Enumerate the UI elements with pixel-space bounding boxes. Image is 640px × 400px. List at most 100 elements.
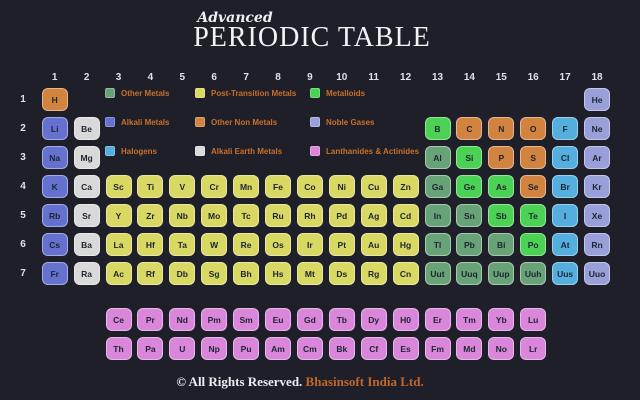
element-tile-No[interactable]: No [488, 337, 515, 360]
element-tile-Rg[interactable]: Rg [360, 262, 387, 285]
element-tile-Mn[interactable]: Mn [233, 175, 260, 198]
element-tile-He[interactable]: He [584, 88, 610, 111]
element-tile-O[interactable]: O [520, 117, 547, 140]
element-tile-Tb[interactable]: Tb [328, 308, 355, 331]
element-tile-Nb[interactable]: Nb [169, 204, 196, 227]
element-tile-Mo[interactable]: Mo [201, 204, 228, 227]
element-tile-Ag[interactable]: Ag [360, 204, 387, 227]
element-tile-Ba[interactable]: Ba [73, 233, 100, 256]
element-tile-Np[interactable]: Np [201, 337, 228, 360]
element-tile-Th[interactable]: Th [105, 337, 132, 360]
element-tile-Bk[interactable]: Bk [328, 337, 355, 360]
element-tile-Rn[interactable]: Rn [584, 233, 610, 256]
element-tile-Ac[interactable]: Ac [105, 262, 132, 285]
element-tile-Sn[interactable]: Sn [456, 204, 483, 227]
element-tile-Es[interactable]: Es [392, 337, 419, 360]
element-tile-Cl[interactable]: Cl [552, 146, 579, 169]
element-tile-Ta[interactable]: Ta [169, 233, 196, 256]
element-tile-H[interactable]: H [41, 88, 68, 111]
element-tile-Co[interactable]: Co [296, 175, 323, 198]
element-tile-Pt[interactable]: Pt [328, 233, 355, 256]
element-tile-Fe[interactable]: Fe [265, 175, 291, 198]
element-tile-Pu[interactable]: Pu [233, 337, 260, 360]
element-tile-Ce[interactable]: Ce [105, 308, 132, 331]
element-tile-Uup[interactable]: Uup [488, 262, 515, 285]
element-tile-Cn[interactable]: Cn [392, 262, 419, 285]
element-tile-K[interactable]: K [41, 175, 68, 198]
element-tile-B[interactable]: B [424, 117, 451, 140]
element-tile-Am[interactable]: Am [265, 337, 291, 360]
element-tile-Tl[interactable]: Tl [424, 233, 451, 256]
element-tile-Fm[interactable]: Fm [424, 337, 451, 360]
element-tile-Bi[interactable]: Bi [488, 233, 515, 256]
element-tile-Dy[interactable]: Dy [360, 308, 387, 331]
element-tile-Y[interactable]: Y [105, 204, 132, 227]
element-tile-Uus[interactable]: Uus [552, 262, 579, 285]
element-tile-Uuq[interactable]: Uuq [456, 262, 483, 285]
element-tile-Sc[interactable]: Sc [105, 175, 132, 198]
element-tile-Ds[interactable]: Ds [328, 262, 355, 285]
element-tile-Cm[interactable]: Cm [296, 337, 323, 360]
element-tile-Al[interactable]: Al [424, 146, 451, 169]
element-tile-Zr[interactable]: Zr [137, 204, 164, 227]
element-tile-Lu[interactable]: Lu [520, 308, 547, 331]
element-tile-Ir[interactable]: Ir [296, 233, 323, 256]
element-tile-Zn[interactable]: Zn [392, 175, 419, 198]
element-tile-Li[interactable]: Li [41, 117, 68, 140]
element-tile-Eu[interactable]: Eu [265, 308, 291, 331]
element-tile-Lr[interactable]: Lr [520, 337, 547, 360]
element-tile-N[interactable]: N [488, 117, 515, 140]
element-tile-V[interactable]: V [169, 175, 196, 198]
element-tile-Cr[interactable]: Cr [201, 175, 228, 198]
element-tile-Tc[interactable]: Tc [233, 204, 260, 227]
element-tile-Cf[interactable]: Cf [360, 337, 387, 360]
element-tile-Bh[interactable]: Bh [233, 262, 260, 285]
element-tile-P[interactable]: P [488, 146, 515, 169]
element-tile-Ga[interactable]: Ga [424, 175, 451, 198]
element-tile-Ca[interactable]: Ca [73, 175, 100, 198]
element-tile-Cs[interactable]: Cs [41, 233, 68, 256]
element-tile-La[interactable]: La [105, 233, 132, 256]
element-tile-Rb[interactable]: Rb [41, 204, 68, 227]
element-tile-Gd[interactable]: Gd [296, 308, 323, 331]
element-tile-As[interactable]: As [488, 175, 515, 198]
element-tile-Ra[interactable]: Ra [73, 262, 100, 285]
element-tile-Kr[interactable]: Kr [584, 175, 610, 198]
element-tile-Sm[interactable]: Sm [233, 308, 260, 331]
element-tile-Ge[interactable]: Ge [456, 175, 483, 198]
element-tile-H0[interactable]: H0 [392, 308, 419, 331]
element-tile-Xe[interactable]: Xe [584, 204, 610, 227]
element-tile-Uut[interactable]: Uut [424, 262, 451, 285]
element-tile-Cd[interactable]: Cd [392, 204, 419, 227]
element-tile-Hs[interactable]: Hs [265, 262, 291, 285]
element-tile-Hg[interactable]: Hg [392, 233, 419, 256]
element-tile-Ni[interactable]: Ni [328, 175, 355, 198]
element-tile-Pr[interactable]: Pr [137, 308, 164, 331]
element-tile-Pa[interactable]: Pa [137, 337, 164, 360]
element-tile-I[interactable]: I [552, 204, 579, 227]
element-tile-Pd[interactable]: Pd [328, 204, 355, 227]
element-tile-Ti[interactable]: Ti [137, 175, 164, 198]
element-tile-Te[interactable]: Te [520, 204, 547, 227]
element-tile-Rf[interactable]: Rf [137, 262, 164, 285]
element-tile-Se[interactable]: Se [520, 175, 547, 198]
element-tile-Au[interactable]: Au [360, 233, 387, 256]
element-tile-At[interactable]: At [552, 233, 579, 256]
element-tile-Er[interactable]: Er [424, 308, 451, 331]
element-tile-Sb[interactable]: Sb [488, 204, 515, 227]
element-tile-Tm[interactable]: Tm [456, 308, 483, 331]
element-tile-Cu[interactable]: Cu [360, 175, 387, 198]
element-tile-Uuo[interactable]: Uuo [584, 262, 610, 285]
element-tile-S[interactable]: S [520, 146, 547, 169]
element-tile-F[interactable]: F [552, 117, 579, 140]
element-tile-W[interactable]: W [201, 233, 228, 256]
element-tile-Md[interactable]: Md [456, 337, 483, 360]
element-tile-Os[interactable]: Os [265, 233, 291, 256]
element-tile-Db[interactable]: Db [169, 262, 196, 285]
element-tile-Na[interactable]: Na [41, 146, 68, 169]
element-tile-Ne[interactable]: Ne [584, 117, 610, 140]
element-tile-Fr[interactable]: Fr [41, 262, 68, 285]
element-tile-Nd[interactable]: Nd [169, 308, 196, 331]
element-tile-Mt[interactable]: Mt [296, 262, 323, 285]
element-tile-Po[interactable]: Po [520, 233, 547, 256]
